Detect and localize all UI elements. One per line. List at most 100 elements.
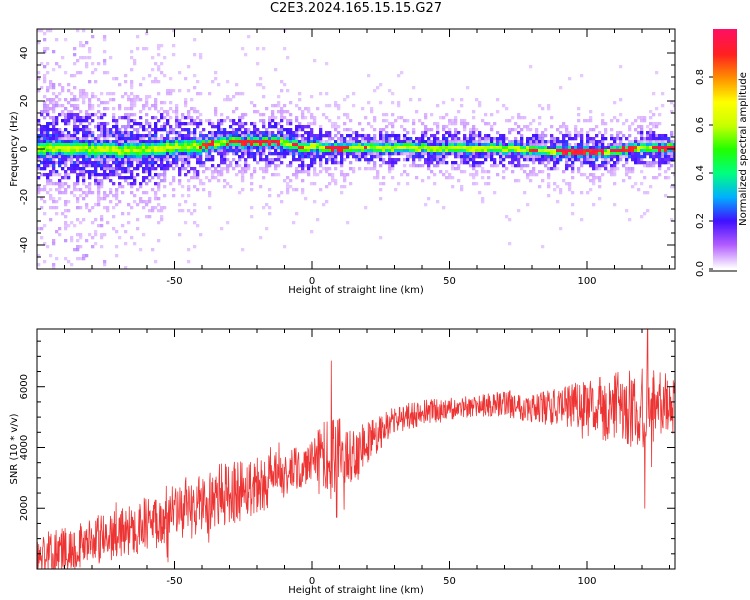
spectrogram-cell (343, 137, 347, 141)
spectrogram-cell (145, 146, 149, 150)
spectrogram-cell (103, 146, 107, 150)
spectrogram-cell (304, 116, 308, 120)
spectrogram-cell (484, 152, 488, 156)
spectrogram-cell (313, 158, 317, 162)
spectrogram-cell (46, 137, 50, 141)
spectrogram-cell (136, 95, 140, 99)
spectrogram-cell (244, 146, 248, 150)
spectrogram-cell (310, 131, 314, 135)
spectrogram-cell (103, 176, 107, 180)
spectrogram-cell (70, 239, 74, 243)
spectrogram-cell (592, 146, 596, 150)
spectrogram-cell (106, 143, 110, 147)
spectrogram-cell (286, 131, 290, 135)
spectrogram-cell (463, 119, 467, 123)
spectrogram-cell (82, 95, 86, 99)
spectrogram-cell (430, 161, 434, 165)
spectrogram-cell (391, 158, 395, 162)
spectrogram-cell (229, 146, 233, 150)
spectrogram-cell (214, 77, 218, 81)
spectrogram-cell (364, 206, 368, 210)
spectrogram-cell (64, 137, 68, 141)
spectrogram-cell (175, 113, 179, 117)
spectrogram-cell (187, 164, 191, 168)
spectrogram-cell (628, 125, 632, 129)
spectrogram-cell (64, 203, 68, 207)
spectrogram-cell (598, 197, 602, 201)
spectrogram-cell (124, 131, 128, 135)
spectrogram-cell (187, 179, 191, 183)
spectrogram-cell (274, 137, 278, 141)
spectrogram-cell (559, 125, 563, 129)
spectrogram-cell (316, 146, 320, 150)
spectrogram-cell (547, 158, 551, 162)
spectrogram-cell (658, 155, 662, 159)
spectrogram-cell (121, 134, 125, 138)
colorbar-swatch (713, 265, 737, 268)
spectrogram-cell (193, 131, 197, 135)
spectrogram-cell (313, 149, 317, 153)
spectrogram-cell (277, 173, 281, 177)
spectrogram-cell (127, 116, 131, 120)
spectrogram-cell (313, 167, 317, 171)
spectrogram-cell (73, 182, 77, 186)
spectrogram-cell (586, 146, 590, 150)
spectrogram-cell (241, 188, 245, 192)
spectrogram-cell (160, 125, 164, 129)
spectrogram-cell (484, 182, 488, 186)
spectrogram-cell (142, 137, 146, 141)
spectrogram-cell (70, 158, 74, 162)
spectrogram-cell (58, 185, 62, 189)
spectrogram-cell (442, 101, 446, 105)
spectrogram-cell (565, 182, 569, 186)
spectrogram-cell (529, 128, 533, 132)
spectrogram-cell (640, 158, 644, 162)
spectrogram-cell (187, 161, 191, 165)
spectrogram-cell (358, 158, 362, 162)
spectrogram-cell (82, 167, 86, 171)
spectrogram-cell (343, 140, 347, 144)
spectrogram-cell (244, 158, 248, 162)
spectrogram-cell (247, 128, 251, 132)
spectrogram-cell (193, 176, 197, 180)
spectrogram-cell (652, 122, 656, 126)
spectrogram-cell (304, 155, 308, 159)
spectrogram-cell (55, 122, 59, 126)
spectrogram-cell (385, 140, 389, 144)
spectrogram-cell (526, 128, 530, 132)
spectrogram-cell (373, 137, 377, 141)
spectrogram-cell (232, 128, 236, 132)
spectrogram-cell (85, 113, 89, 117)
spectrogram-cell (43, 146, 47, 150)
spectrogram-cell (331, 143, 335, 147)
spectrogram-cell (424, 143, 428, 147)
spectrogram-cell (553, 143, 557, 147)
spectrogram-cell (94, 179, 98, 183)
spectrogram-cell (250, 176, 254, 180)
spectrogram-cell (334, 161, 338, 165)
spectrogram-cell (412, 158, 416, 162)
spectrogram-cell (358, 134, 362, 138)
spectrogram-cell (307, 134, 311, 138)
spectrogram-cell (223, 143, 227, 147)
spectrogram-cell (82, 98, 86, 102)
spectrogram-cell (229, 131, 233, 135)
spectrogram-cell (475, 143, 479, 147)
spectrogram-cell (226, 134, 230, 138)
spectrogram-cell (64, 158, 68, 162)
spectrogram-cell (157, 209, 161, 213)
spectrogram-cell (40, 125, 44, 129)
spectrogram-cell (469, 143, 473, 147)
spectrogram-cell (142, 179, 146, 183)
spectrogram-cell (283, 140, 287, 144)
spectrogram-cell (433, 143, 437, 147)
spectrogram-cell (655, 137, 659, 141)
spectrogram-cell (580, 161, 584, 165)
spectrogram-cell (595, 146, 599, 150)
spectrogram-cell (457, 167, 461, 171)
spectrogram-cell (637, 131, 641, 135)
spectrogram-cell (319, 143, 323, 147)
spectrogram-cell (601, 149, 605, 153)
spectrogram-cell (313, 161, 317, 165)
spectrogram-cell (154, 143, 158, 147)
